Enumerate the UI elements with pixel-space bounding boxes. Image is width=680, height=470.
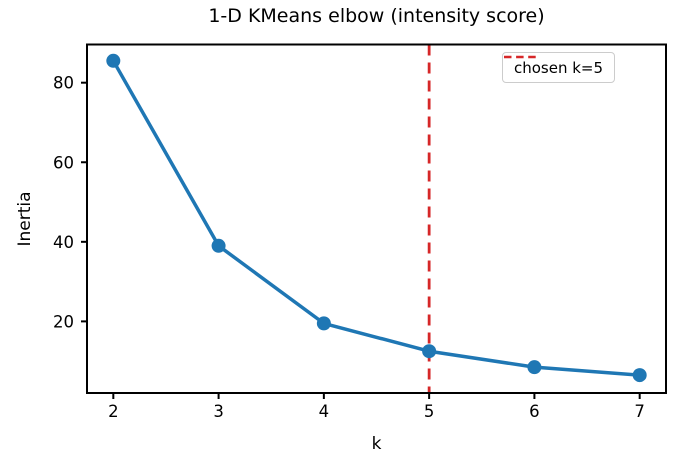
y-tick-label: 40 (53, 233, 74, 252)
x-tick-label: 5 (424, 402, 435, 421)
legend-box: chosen k=5 (502, 52, 616, 83)
data-point-marker (106, 53, 121, 68)
inertia-line (111, 59, 642, 377)
x-tick-label: 7 (634, 402, 645, 421)
data-point-marker (632, 368, 647, 383)
x-axis-label: k (371, 434, 382, 454)
y-axis-label: Inertia (15, 191, 35, 247)
data-point-marker (422, 344, 437, 359)
x-tick-label: 4 (319, 402, 330, 421)
y-tick-label: 80 (53, 74, 74, 93)
legend-entry-label: chosen k=5 (514, 58, 604, 77)
data-point-marker (316, 316, 331, 331)
y-tick-label: 20 (53, 312, 74, 331)
plot-frame (86, 43, 667, 394)
x-tick-label: 2 (108, 402, 119, 421)
data-point-marker (211, 238, 226, 253)
x-tick-label: 6 (529, 402, 540, 421)
y-tick-label: 60 (53, 153, 74, 172)
chart-title: 1-D KMeans elbow (intensity score) (208, 5, 545, 27)
data-point-marker (527, 360, 542, 375)
legend-dashed-line-sample (504, 55, 538, 59)
x-tick-label: 3 (213, 402, 224, 421)
